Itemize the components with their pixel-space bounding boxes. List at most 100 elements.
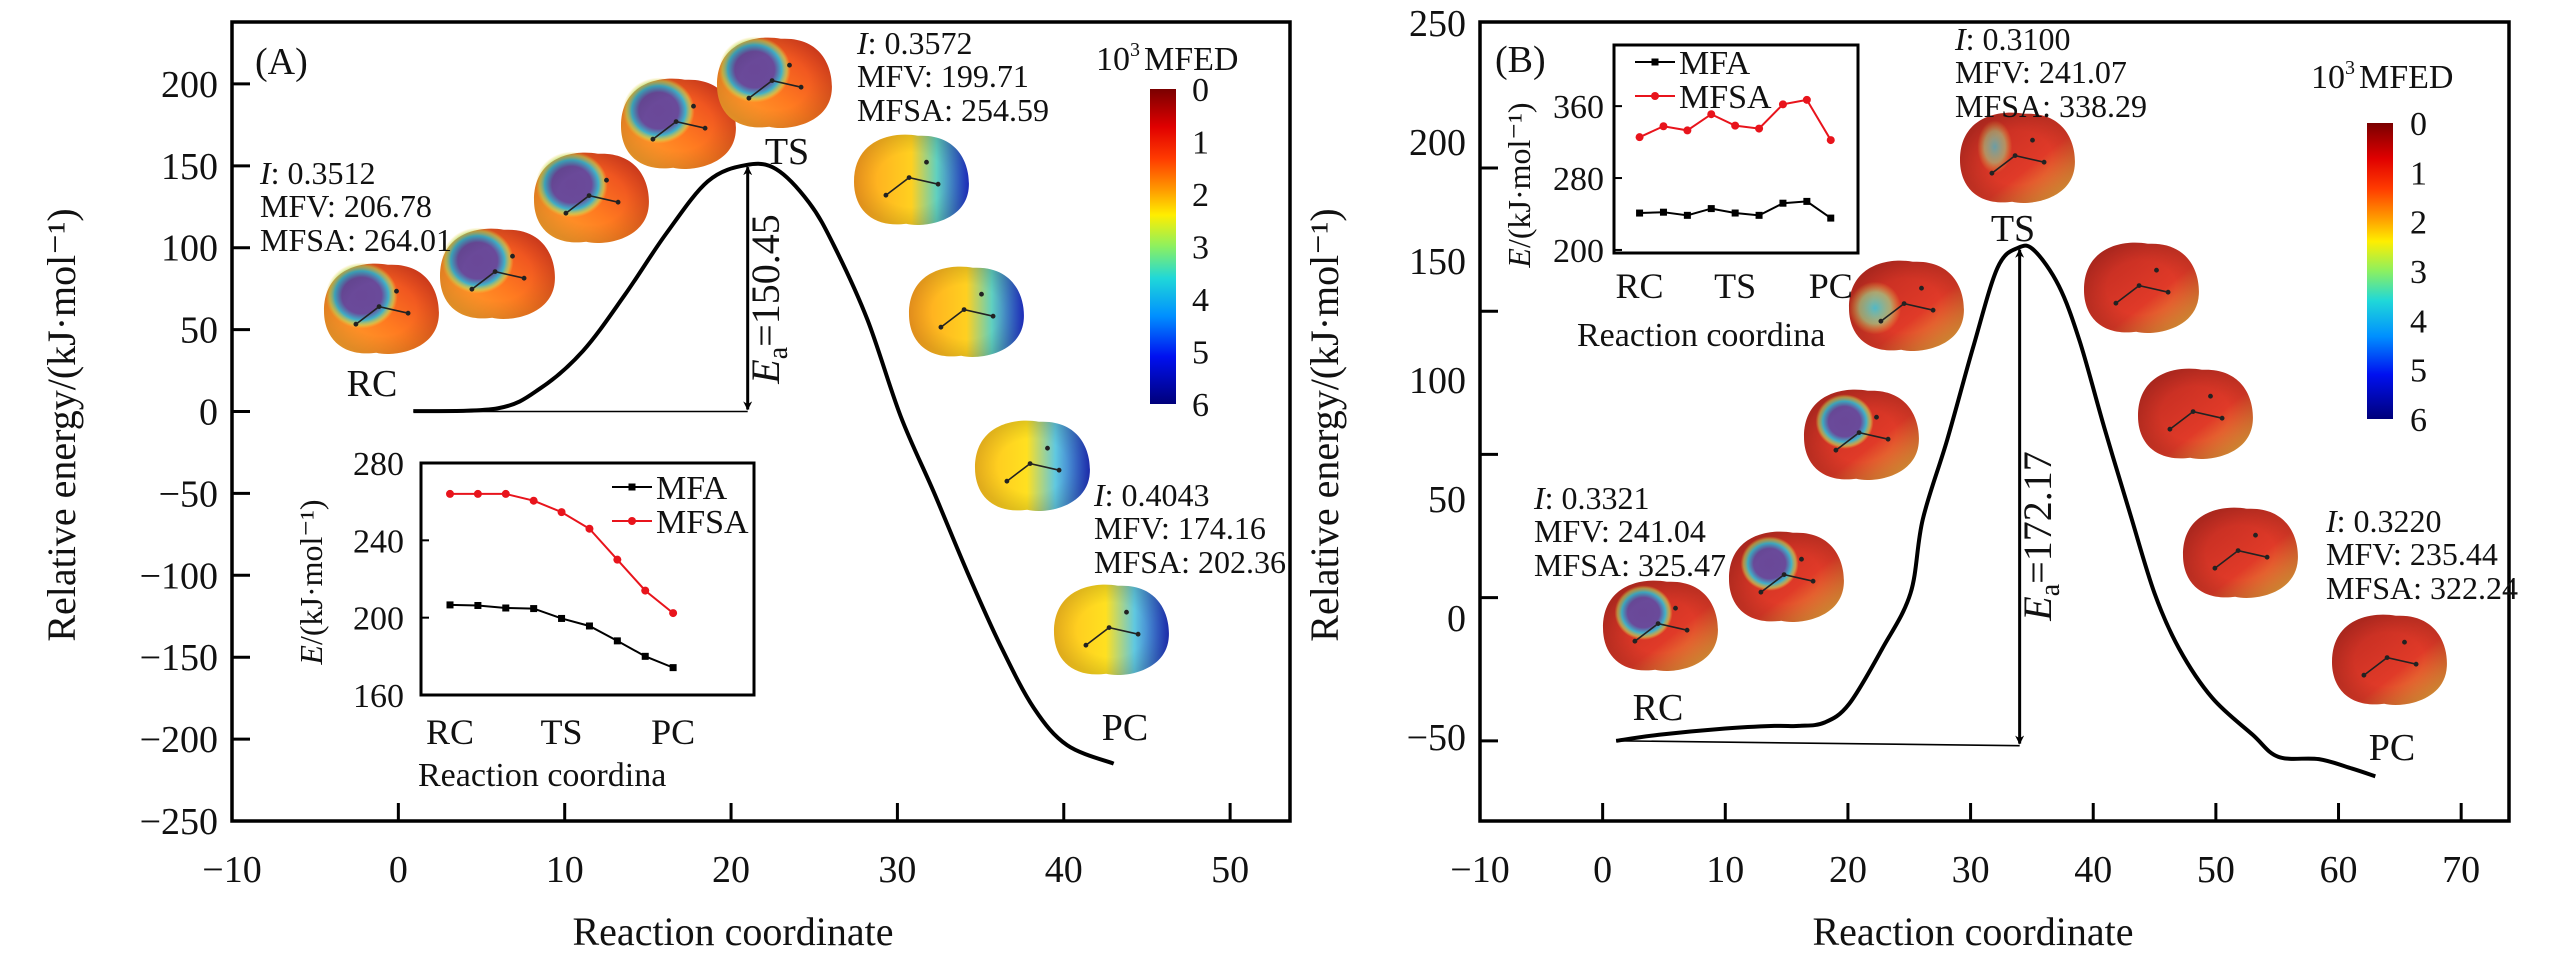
state-label-ts: TS — [1991, 208, 2035, 250]
data-point — [558, 614, 566, 622]
data-point — [502, 604, 510, 612]
data-point — [613, 637, 621, 645]
legend-entry-mfsa: MFSA — [1635, 79, 1772, 116]
inset-x-tick-label: PC — [651, 712, 695, 752]
data-point — [1827, 214, 1835, 222]
x-tick-label: 20 — [1829, 849, 1867, 891]
inset-series-mfsa — [1635, 95, 1835, 145]
electrostatic-potential-map-6 — [909, 266, 1024, 358]
ea-subscript: a — [2035, 583, 2066, 596]
data-point — [557, 508, 566, 517]
data-point — [530, 605, 538, 613]
inset-y-tick-label: 160 — [353, 678, 404, 715]
electrostatic-potential-map-4 — [717, 36, 832, 129]
electrostatic-potential-map-7 — [2183, 507, 2298, 599]
mfv-line: MFV: 241.04 — [1534, 513, 1706, 549]
ionicity-line: I: 0.3220 — [2325, 503, 2442, 539]
y-tick-label: −150 — [140, 637, 218, 679]
inset-x-tick-label: RC — [426, 712, 474, 752]
y-tick-label: 150 — [161, 146, 218, 188]
data-point — [1778, 100, 1787, 109]
data-point — [641, 652, 649, 660]
data-point — [474, 601, 482, 609]
ionicity-line: I: 0.3512 — [259, 155, 376, 191]
i-symbol: I — [2325, 503, 2338, 539]
data-point — [446, 489, 455, 498]
x-tick-label: 30 — [878, 849, 916, 891]
x-tick-label: 0 — [1593, 849, 1612, 891]
x-tick-label: 70 — [2442, 849, 2480, 891]
x-tick-label: 10 — [546, 849, 584, 891]
inset-y-axis-title: E/(kJ·mol⁻¹) — [293, 499, 329, 665]
mfsa-line: MFSA: 338.29 — [1955, 88, 2147, 124]
y-tick-label: 50 — [180, 310, 218, 352]
colorbar-tick-label: 1 — [2410, 155, 2427, 192]
inset-x-tick-label: PC — [1809, 266, 1853, 306]
colorbar-tick-label: 4 — [2410, 303, 2427, 340]
x-tick-label: 40 — [1045, 849, 1083, 891]
colorbar-tick-label: 3 — [1192, 230, 1209, 267]
i-symbol: I — [259, 155, 272, 191]
data-point — [1659, 122, 1668, 131]
electrostatic-potential-map-2 — [534, 151, 649, 244]
energy-curve — [413, 161, 1115, 766]
electrostatic-potential-map-1 — [1729, 531, 1844, 623]
data-point — [613, 555, 622, 564]
data-point — [529, 496, 538, 505]
plot-frame — [230, 20, 1292, 823]
colorbar-tick-label: 3 — [2410, 254, 2427, 291]
colorbar-tick-label: 5 — [2410, 353, 2427, 390]
ionicity-line: I: 0.3100 — [1954, 21, 2071, 57]
electrostatic-potential-map-5 — [854, 134, 969, 226]
inset-y-tick-label: 280 — [1553, 161, 1604, 198]
mfv-line: MFV: 199.71 — [857, 58, 1029, 94]
inset-y-axis-title: E/(kJ·mol⁻¹) — [1501, 102, 1537, 268]
colorbar-gradient — [2367, 123, 2393, 419]
electrostatic-potential-map-0 — [324, 262, 439, 355]
state-label-pc: PC — [2369, 727, 2415, 769]
y-tick-label: 150 — [1409, 241, 1466, 283]
inset-x-tick-label: RC — [1616, 266, 1664, 306]
data-point — [1707, 205, 1715, 213]
legend-label: MFSA — [656, 504, 749, 541]
y-tick-label: −200 — [140, 719, 218, 761]
inset-y-tick-label: 360 — [1553, 89, 1604, 126]
colorbar-tick-label: 4 — [1192, 282, 1209, 319]
electrostatic-potential-map-6 — [2138, 368, 2253, 460]
legend-entry-mfsa: MFSA — [612, 504, 749, 541]
y-tick-label: 100 — [1409, 360, 1466, 402]
legend-entry-mfa: MFA — [1635, 45, 1751, 82]
x-axis-title: Reaction coordinate — [1813, 909, 2134, 954]
electrostatic-potential-map-5 — [2084, 242, 2199, 334]
legend-label: MFSA — [1679, 79, 1772, 116]
plot-frame — [1478, 20, 2511, 823]
colorbar-tick-label: 2 — [2410, 205, 2427, 242]
ea-value: =150.45 — [743, 214, 788, 347]
inset-ylabel-symbol: E — [1501, 248, 1537, 269]
data-point — [446, 601, 454, 609]
inset-y-tick-label: 200 — [1553, 233, 1604, 270]
electrostatic-potential-map-0 — [1603, 580, 1718, 672]
y-tick-label: 250 — [1409, 3, 1466, 45]
data-point — [641, 586, 650, 595]
ea-symbol: E — [743, 359, 788, 384]
data-point — [1803, 197, 1811, 205]
inset-ylabel-unit: /(kJ·mol⁻¹) — [1501, 102, 1537, 248]
inset-x-tick-label: TS — [1714, 266, 1756, 306]
y-axis-title: Relative energy/(kJ·mol⁻¹) — [39, 208, 84, 641]
mfsa-line: MFSA: 322.24 — [2326, 570, 2518, 606]
data-point — [1731, 121, 1740, 130]
state-label-pc: PC — [1102, 707, 1148, 749]
inset-frame — [1612, 43, 1860, 255]
ionicity-line: I: 0.4043 — [1093, 477, 1210, 513]
x-tick-label: 20 — [712, 849, 750, 891]
x-tick-label: 10 — [1706, 849, 1744, 891]
energy-curve — [1615, 243, 2376, 779]
data-point — [1755, 211, 1763, 219]
y-tick-label: 50 — [1428, 479, 1466, 521]
